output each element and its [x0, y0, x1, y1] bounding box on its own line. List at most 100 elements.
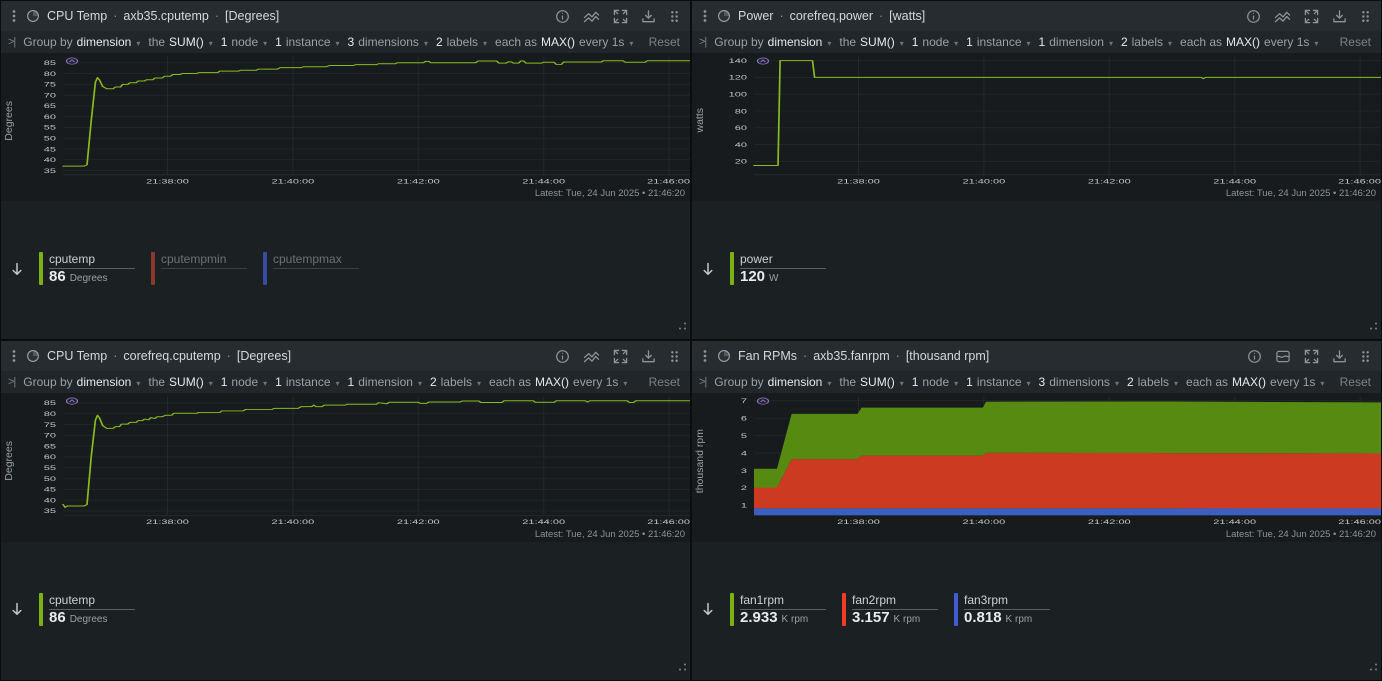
filter-token[interactable]: every 1s: [1270, 375, 1316, 389]
download-icon[interactable]: [1332, 349, 1347, 364]
filter-token[interactable]: dimensions: [358, 35, 419, 49]
filter-token[interactable]: 1: [347, 375, 355, 389]
resize-grip[interactable]: [677, 659, 687, 677]
drag-handle-icon[interactable]: [1360, 349, 1371, 364]
chevron-down-icon[interactable]: ▾: [623, 379, 628, 388]
chevron-down-icon[interactable]: ▾: [477, 379, 482, 388]
filter-token[interactable]: 2: [435, 35, 443, 49]
chevron-down-icon[interactable]: ▾: [1026, 39, 1031, 48]
chevron-down-icon[interactable]: ▾: [136, 379, 141, 388]
filter-token[interactable]: SUM(): [860, 375, 895, 389]
chevron-down-icon[interactable]: ▾: [827, 39, 832, 48]
line-chart-icon[interactable]: [1274, 9, 1291, 24]
skip-to-end-icon[interactable]: >|: [699, 376, 707, 388]
filter-token[interactable]: labels: [440, 375, 472, 389]
filter-token[interactable]: 1: [275, 35, 282, 49]
chart-canvas[interactable]: 20 40 60 80 100 120 140 21:38:00 21:40:00 21:42:0…: [708, 53, 1381, 188]
chevron-down-icon[interactable]: ▾: [827, 379, 832, 388]
filter-token[interactable]: dimension: [767, 375, 823, 389]
resize-grip[interactable]: [1368, 659, 1378, 677]
skip-to-end-icon[interactable]: >|: [8, 36, 16, 48]
filter-token[interactable]: every 1s: [573, 375, 619, 389]
filter-token[interactable]: dimension: [1049, 35, 1104, 49]
panel-menu-icon[interactable]: [9, 348, 19, 364]
chevron-down-icon[interactable]: ▾: [417, 379, 422, 388]
drag-handle-icon[interactable]: [669, 349, 680, 364]
line-chart-icon[interactable]: [583, 9, 600, 24]
filter-token[interactable]: dimensions: [1049, 375, 1110, 389]
filter-token[interactable]: 1: [911, 375, 919, 389]
chart-canvas[interactable]: 1 2 3 4 5 6 7 21:38:00 21:40:00 21:42:00 21:44:00 2…: [708, 393, 1381, 529]
legend-item-cputemp[interactable]: cputemp 86 Degrees: [39, 592, 135, 626]
filter-token[interactable]: 1: [966, 35, 973, 49]
chevron-down-icon[interactable]: ▾: [263, 39, 268, 48]
anomaly-badge[interactable]: [65, 57, 79, 65]
resize-grip[interactable]: [1368, 318, 1378, 336]
chevron-down-icon[interactable]: ▾: [263, 379, 268, 388]
legend-collapse-icon[interactable]: [702, 262, 714, 276]
chevron-down-icon[interactable]: ▾: [335, 379, 340, 388]
filter-token[interactable]: 1: [220, 35, 228, 49]
filter-token[interactable]: dimension: [76, 35, 132, 49]
anomaly-badge[interactable]: [756, 397, 770, 405]
filter-token[interactable]: instance: [285, 375, 331, 389]
chevron-down-icon[interactable]: ▾: [1108, 39, 1113, 48]
chevron-down-icon[interactable]: ▾: [1174, 379, 1179, 388]
info-icon[interactable]: [1247, 349, 1262, 364]
filter-token[interactable]: node: [231, 375, 259, 389]
chevron-down-icon[interactable]: ▾: [1026, 379, 1031, 388]
filter-token[interactable]: MAX(): [1232, 375, 1267, 389]
anomaly-badge[interactable]: [756, 57, 770, 65]
filter-token[interactable]: labels: [446, 35, 478, 49]
stacked-chart-icon[interactable]: [1275, 349, 1291, 364]
chevron-down-icon[interactable]: ▾: [483, 39, 488, 48]
filter-token[interactable]: instance: [976, 35, 1022, 49]
info-icon[interactable]: [1246, 9, 1261, 24]
panel-menu-icon[interactable]: [700, 348, 710, 364]
filter-token[interactable]: node: [922, 375, 950, 389]
chevron-down-icon[interactable]: ▾: [136, 39, 141, 48]
filter-token[interactable]: 3: [347, 35, 355, 49]
filter-token[interactable]: node: [231, 35, 259, 49]
filter-token[interactable]: MAX(): [1226, 35, 1261, 49]
reset-button[interactable]: Reset: [1339, 35, 1371, 49]
filter-token[interactable]: 3: [1038, 375, 1046, 389]
download-icon[interactable]: [1332, 9, 1347, 24]
filter-token[interactable]: 1: [1038, 35, 1046, 49]
chevron-down-icon[interactable]: ▾: [1114, 379, 1119, 388]
chart-canvas[interactable]: 35 40 45 50 55 60 65 70 75 80 85 21:38:00 21:40:00 21…: [17, 53, 690, 188]
fullscreen-icon[interactable]: [613, 349, 628, 364]
chevron-down-icon[interactable]: ▾: [954, 379, 959, 388]
anomaly-badge[interactable]: [65, 397, 79, 405]
download-icon[interactable]: [641, 9, 656, 24]
reset-button[interactable]: Reset: [1339, 375, 1371, 389]
filter-token[interactable]: instance: [976, 375, 1022, 389]
reset-button[interactable]: Reset: [648, 35, 680, 49]
filter-token[interactable]: 2: [1126, 375, 1134, 389]
filter-token[interactable]: dimension: [767, 35, 823, 49]
filter-token[interactable]: SUM(): [169, 35, 204, 49]
filter-token[interactable]: dimension: [76, 375, 132, 389]
chevron-down-icon[interactable]: ▾: [335, 39, 340, 48]
fullscreen-icon[interactable]: [1304, 9, 1319, 24]
chevron-down-icon[interactable]: ▾: [423, 39, 428, 48]
filter-token[interactable]: SUM(): [169, 375, 204, 389]
download-icon[interactable]: [641, 349, 656, 364]
filter-token[interactable]: 2: [429, 375, 437, 389]
reset-button[interactable]: Reset: [648, 375, 680, 389]
chevron-down-icon[interactable]: ▾: [1168, 39, 1173, 48]
legend-item-fan2rpm[interactable]: fan2rpm 3.157 K rpm: [842, 592, 938, 626]
legend-item-fan1rpm[interactable]: fan1rpm 2.933 K rpm: [730, 592, 826, 626]
filter-token[interactable]: labels: [1137, 375, 1169, 389]
legend-collapse-icon[interactable]: [11, 602, 23, 616]
filter-token[interactable]: 1: [911, 35, 919, 49]
line-chart-icon[interactable]: [583, 349, 600, 364]
legend-item-cputemp[interactable]: cputemp 86 Degrees: [39, 252, 135, 285]
info-icon[interactable]: [555, 9, 570, 24]
resize-grip[interactable]: [677, 318, 687, 336]
legend-item-fan3rpm[interactable]: fan3rpm 0.818 K rpm: [954, 592, 1050, 626]
fullscreen-icon[interactable]: [613, 9, 628, 24]
filter-token[interactable]: MAX(): [541, 35, 576, 49]
chevron-down-icon[interactable]: ▾: [1320, 379, 1325, 388]
filter-token[interactable]: 2: [1120, 35, 1128, 49]
